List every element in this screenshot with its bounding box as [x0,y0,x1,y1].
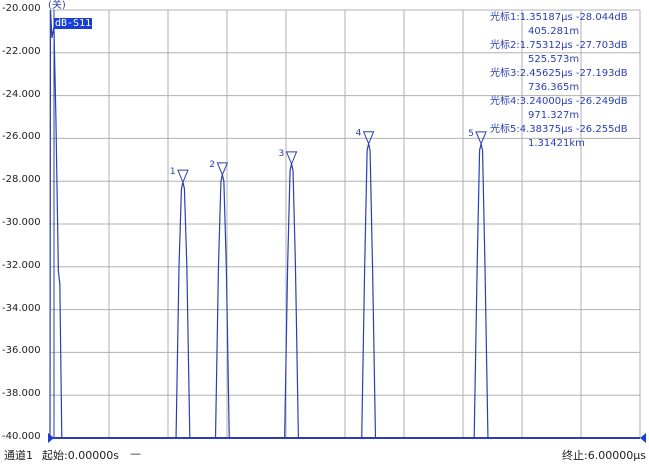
y-tick-label: -20.000 [2,3,41,14]
marker-readout-4: 光标4:3.24000μs -26.249dB [490,96,628,107]
marker-distance-5: 1.31421km [528,138,585,149]
marker-number-1: 1 [170,167,176,177]
marker-readout-1: 光标1:1.35187μs -28.044dB [490,12,628,23]
marker-distance-1: 405.281m [528,26,580,37]
marker-readout-3: 光标3:2.45625μs -27.193dB [490,68,628,79]
y-tick-label: -38.000 [2,388,41,400]
marker-readout-5: 光标5:4.38375μs -26.255dB [490,124,628,135]
marker-number-2: 2 [209,160,215,170]
marker-distance-3: 736.365m [528,82,580,93]
marker-number-5: 5 [468,129,474,139]
marker-triangle-1 [177,169,189,184]
marker-triangle-3 [285,151,298,166]
y-tick-label: -28.000 [2,174,41,186]
marker-distance-4: 971.327m [528,110,580,121]
right-scale-arrow [640,433,646,443]
y-tick-label: -40.000 [2,431,41,442]
channel-label: 通道1 [4,449,33,462]
y-tick-label: -32.000 [2,259,41,271]
start-label[interactable]: 起始:0.00000s [42,449,119,462]
y-tick-label: -22.000 [2,45,41,57]
left-scale-arrow [48,433,54,443]
marker-distance-2: 525.573m [528,54,580,65]
marker-readout-2: 光标2:1.75312μs -27.703dB [490,40,628,51]
y-tick-label: -30.000 [2,217,41,228]
y-tick-label: -24.000 [2,88,41,100]
marker-number-3: 3 [279,149,285,159]
marker-triangle-2 [216,162,229,177]
trace-state-label: (关) [48,0,66,11]
y-tick-label: -34.000 [2,302,41,314]
trace-line [49,9,640,439]
trace-label[interactable]: dB-S11 [54,18,93,29]
marker-triangle-5 [475,131,487,146]
marker-number-4: 4 [356,129,362,139]
y-tick-label: -36.000 [2,345,41,357]
dash-label: — [130,447,141,460]
y-tick-label: -26.000 [2,131,41,143]
marker-triangle-4 [362,131,375,146]
stop-label[interactable]: 终止:6.00000μs [562,449,646,462]
